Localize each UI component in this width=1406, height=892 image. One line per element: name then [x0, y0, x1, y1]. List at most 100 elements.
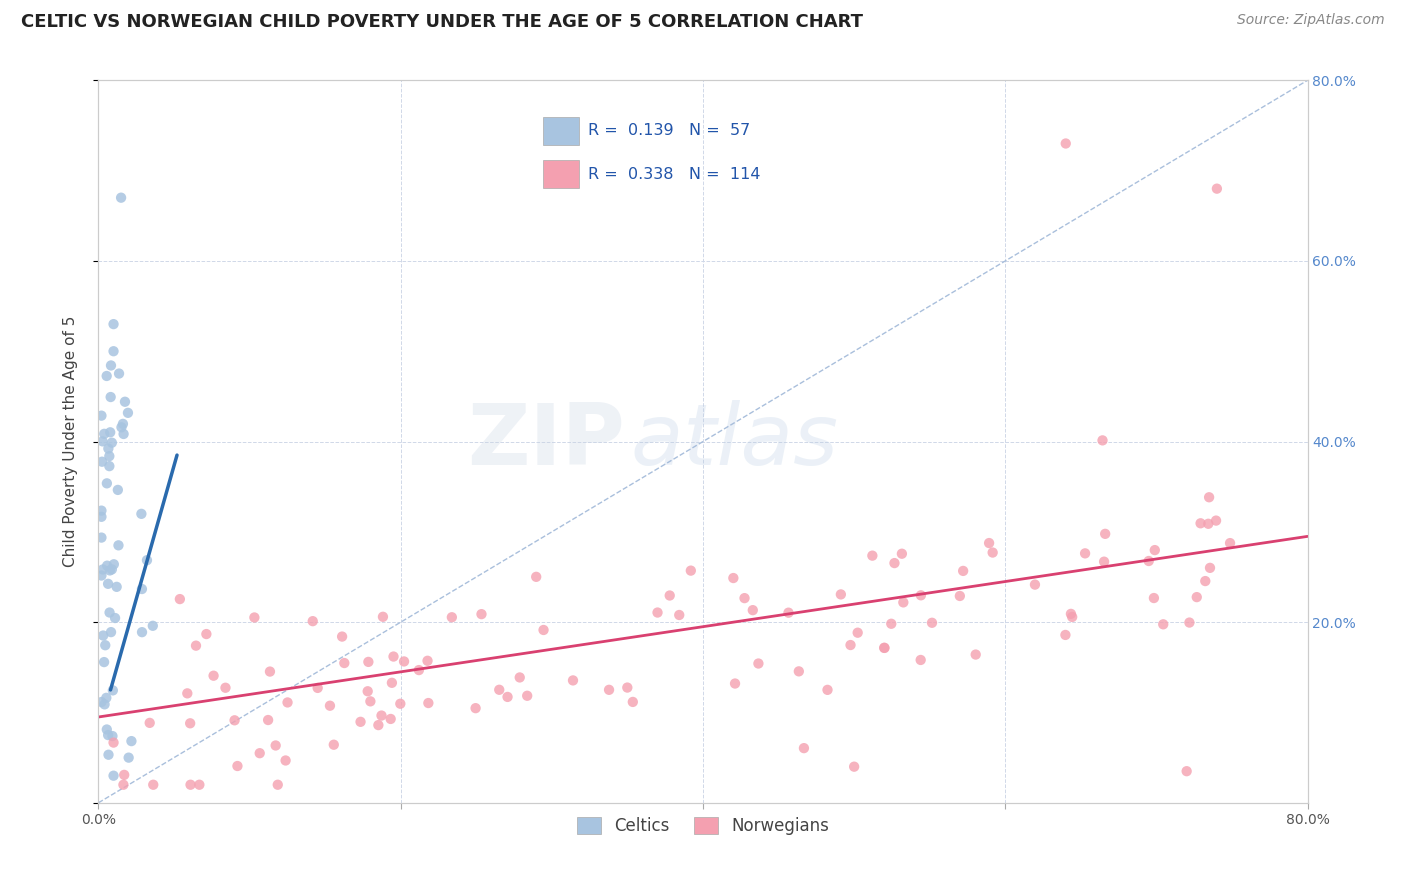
Y-axis label: Child Poverty Under the Age of 5: Child Poverty Under the Age of 5	[63, 316, 77, 567]
Point	[112, 778, 135, 792]
Point	[91, 434, 114, 449]
Point	[524, 570, 547, 584]
Point	[224, 714, 246, 728]
Point	[90, 695, 112, 709]
Point	[103, 769, 125, 783]
Point	[839, 638, 862, 652]
Point	[1092, 555, 1115, 569]
Point	[90, 409, 112, 423]
Point	[1054, 136, 1077, 151]
Point	[891, 595, 914, 609]
Point	[509, 670, 531, 684]
Point	[98, 459, 121, 474]
Point	[90, 568, 112, 582]
Point	[90, 509, 112, 524]
Point	[416, 654, 439, 668]
Point	[104, 611, 127, 625]
Point	[647, 606, 669, 620]
Legend: Celtics, Norwegians: Celtics, Norwegians	[571, 810, 835, 841]
Point	[1054, 628, 1077, 642]
Point	[94, 638, 117, 652]
Point	[1074, 546, 1097, 560]
Point	[202, 669, 225, 683]
Point	[330, 630, 353, 644]
Point	[668, 607, 690, 622]
Point	[860, 549, 883, 563]
Point	[1197, 516, 1219, 531]
Point	[562, 673, 585, 688]
Point	[910, 588, 932, 602]
Point	[188, 778, 211, 792]
Point	[496, 690, 519, 704]
Point	[778, 606, 800, 620]
Point	[142, 778, 165, 792]
Point	[844, 760, 866, 774]
Point	[301, 614, 323, 628]
Point	[349, 714, 371, 729]
Point	[96, 690, 118, 705]
Point	[408, 663, 430, 677]
Point	[319, 698, 342, 713]
Point	[97, 442, 120, 456]
Point	[1152, 617, 1174, 632]
Point	[214, 681, 236, 695]
Point	[890, 547, 912, 561]
Point	[440, 610, 463, 624]
Point	[131, 582, 153, 596]
Point	[101, 562, 124, 576]
Point	[93, 698, 115, 712]
Point	[1062, 610, 1084, 624]
Point	[108, 367, 131, 381]
Point	[1219, 536, 1241, 550]
Point	[96, 476, 118, 491]
Point	[179, 716, 201, 731]
Point	[91, 562, 114, 576]
Point	[952, 564, 974, 578]
Point	[118, 750, 141, 764]
Point	[357, 684, 380, 698]
Point	[723, 571, 745, 585]
Point	[516, 689, 538, 703]
Point	[359, 694, 381, 708]
Point	[921, 615, 943, 630]
Point	[734, 591, 756, 606]
Point	[226, 759, 249, 773]
Point	[101, 683, 124, 698]
Point	[598, 682, 620, 697]
Text: Source: ZipAtlas.com: Source: ZipAtlas.com	[1237, 13, 1385, 28]
Point	[830, 587, 852, 601]
Point	[488, 682, 510, 697]
Point	[103, 344, 125, 359]
Point	[389, 697, 412, 711]
Point	[96, 368, 118, 383]
Point	[97, 577, 120, 591]
Point	[883, 556, 905, 570]
Point	[322, 738, 344, 752]
Point	[1024, 577, 1046, 591]
Point	[100, 625, 122, 640]
Point	[470, 607, 492, 622]
Point	[101, 729, 124, 743]
Point	[382, 649, 405, 664]
Point	[98, 564, 121, 578]
Point	[98, 606, 121, 620]
Point	[277, 695, 299, 709]
Point	[267, 778, 290, 792]
Point	[90, 503, 112, 517]
Point	[1206, 182, 1229, 196]
Point	[1091, 434, 1114, 448]
Point	[97, 728, 120, 742]
Point	[142, 619, 165, 633]
Point	[949, 589, 972, 603]
Point	[1060, 607, 1083, 621]
Point	[616, 681, 638, 695]
Point	[112, 768, 135, 782]
Point	[131, 625, 153, 640]
Point	[846, 625, 869, 640]
Point	[243, 610, 266, 624]
Point	[679, 564, 702, 578]
Text: ZIP: ZIP	[467, 400, 624, 483]
Point	[1189, 516, 1212, 531]
Point	[1175, 764, 1198, 779]
Point	[1185, 590, 1208, 604]
